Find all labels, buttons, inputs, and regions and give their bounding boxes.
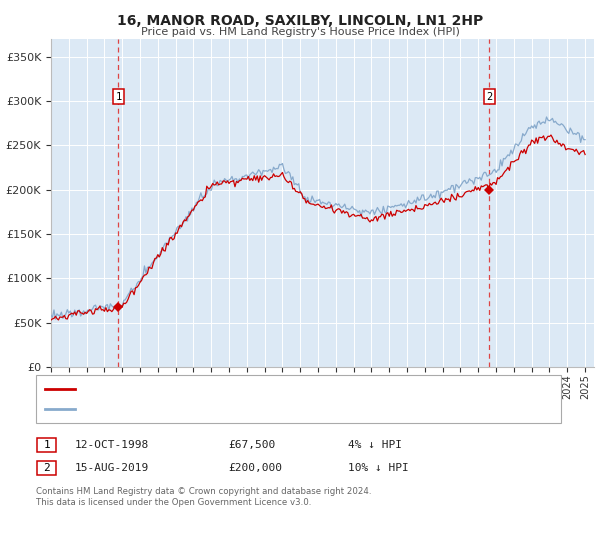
Text: £67,500: £67,500 (228, 440, 275, 450)
Text: 10% ↓ HPI: 10% ↓ HPI (348, 463, 409, 473)
Text: 12-OCT-1998: 12-OCT-1998 (75, 440, 149, 450)
Text: Contains HM Land Registry data © Crown copyright and database right 2024.: Contains HM Land Registry data © Crown c… (36, 487, 371, 496)
Text: 2: 2 (43, 463, 50, 473)
Text: 16, MANOR ROAD, SAXILBY, LINCOLN, LN1 2HP: 16, MANOR ROAD, SAXILBY, LINCOLN, LN1 2H… (117, 14, 483, 28)
Text: 1: 1 (115, 92, 122, 102)
Text: This data is licensed under the Open Government Licence v3.0.: This data is licensed under the Open Gov… (36, 498, 311, 507)
Text: 15-AUG-2019: 15-AUG-2019 (75, 463, 149, 473)
Text: 1: 1 (43, 440, 50, 450)
Text: 2: 2 (486, 92, 493, 102)
Text: Price paid vs. HM Land Registry's House Price Index (HPI): Price paid vs. HM Land Registry's House … (140, 27, 460, 37)
Text: £200,000: £200,000 (228, 463, 282, 473)
Text: HPI: Average price, detached house, West Lindsey: HPI: Average price, detached house, West… (81, 404, 343, 414)
Text: 16, MANOR ROAD, SAXILBY, LINCOLN, LN1 2HP (detached house): 16, MANOR ROAD, SAXILBY, LINCOLN, LN1 2H… (81, 384, 421, 394)
Text: 4% ↓ HPI: 4% ↓ HPI (348, 440, 402, 450)
